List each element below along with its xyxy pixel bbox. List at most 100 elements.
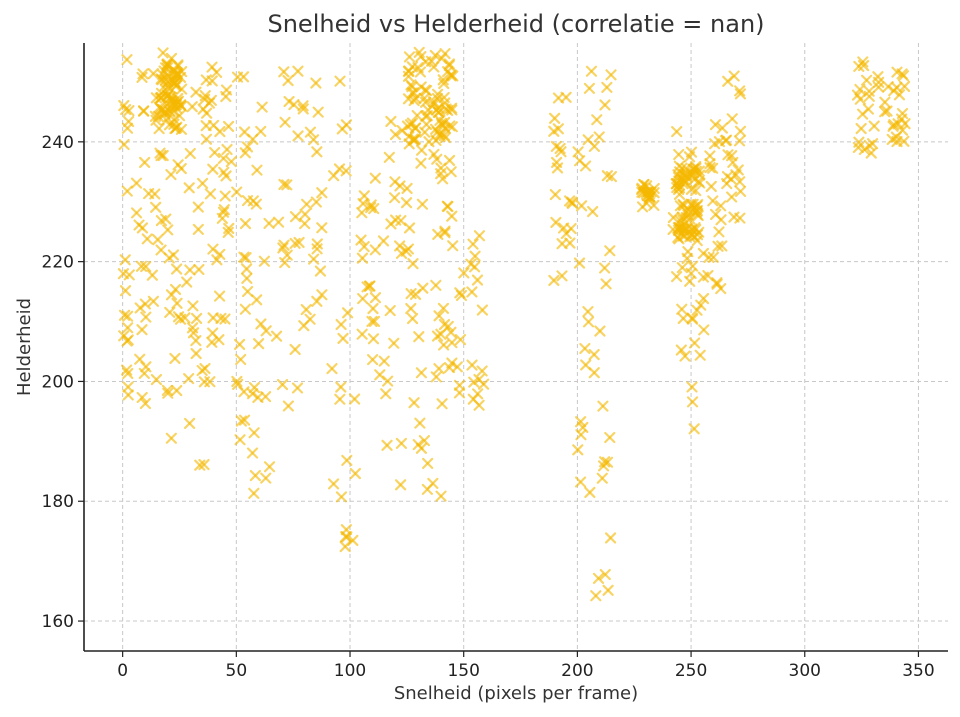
- data-point: [405, 302, 417, 315]
- x-tick-label: 250: [675, 661, 707, 681]
- data-point: [171, 384, 183, 397]
- data-point: [734, 125, 747, 137]
- data-point: [249, 469, 261, 482]
- data-point: [549, 188, 561, 201]
- data-point: [423, 136, 435, 148]
- data-point: [186, 101, 198, 113]
- data-point: [721, 170, 734, 183]
- data-point: [594, 325, 606, 337]
- data-point: [308, 253, 320, 265]
- data-point: [406, 312, 419, 325]
- data-point: [140, 311, 152, 323]
- data-point: [854, 93, 866, 105]
- data-point: [130, 177, 143, 189]
- data-point: [428, 61, 440, 73]
- data-point: [409, 133, 421, 145]
- data-point: [411, 109, 423, 122]
- data-point: [446, 121, 458, 133]
- data-point: [122, 115, 135, 128]
- data-point: [588, 348, 600, 361]
- x-axis-label: Snelheid (pixels per frame): [394, 683, 638, 704]
- data-point: [408, 397, 420, 409]
- data-point: [395, 479, 407, 491]
- data-point: [439, 227, 451, 239]
- data-point: [579, 342, 591, 355]
- data-point: [455, 289, 468, 302]
- data-point: [401, 182, 413, 195]
- data-point: [118, 138, 130, 151]
- data-point: [369, 292, 382, 304]
- x-tick-label: 300: [789, 661, 821, 681]
- data-point: [216, 212, 228, 225]
- data-point: [437, 74, 449, 86]
- data-point: [239, 147, 251, 159]
- data-point: [602, 584, 614, 596]
- data-point: [435, 490, 447, 502]
- data-point: [415, 157, 427, 169]
- data-point: [146, 269, 158, 281]
- data-point: [209, 146, 221, 159]
- data-point: [872, 71, 884, 83]
- data-point: [137, 68, 149, 80]
- data-point: [476, 304, 488, 316]
- data-point: [705, 180, 717, 193]
- data-point: [231, 375, 243, 388]
- y-tick-label: 200: [42, 372, 74, 392]
- grid-lines: [84, 43, 948, 651]
- data-point: [685, 228, 698, 241]
- data-point: [270, 330, 283, 342]
- data-point: [219, 190, 231, 202]
- data-point: [601, 170, 613, 182]
- data-point: [599, 568, 611, 581]
- data-point: [406, 61, 418, 73]
- data-point: [250, 198, 262, 210]
- data-point: [854, 83, 866, 96]
- data-point: [583, 82, 596, 95]
- data-point: [473, 230, 486, 242]
- data-point: [680, 211, 692, 224]
- y-tick-label: 180: [42, 492, 74, 512]
- data-point: [334, 75, 346, 87]
- data-point: [136, 324, 148, 336]
- data-point: [191, 312, 203, 325]
- data-point: [241, 263, 253, 275]
- data-point: [414, 417, 426, 429]
- data-point: [122, 389, 134, 401]
- data-point: [605, 69, 617, 81]
- data-point: [192, 223, 204, 235]
- data-point: [168, 118, 180, 130]
- data-point: [138, 367, 150, 379]
- y-tick-label: 160: [42, 612, 74, 632]
- data-point: [691, 206, 703, 218]
- data-point: [648, 199, 660, 211]
- data-point: [355, 234, 367, 246]
- data-point: [288, 98, 300, 111]
- data-point: [279, 116, 291, 128]
- data-point: [169, 352, 181, 365]
- data-point: [299, 208, 311, 220]
- data-point: [445, 166, 457, 178]
- data-point: [879, 106, 891, 118]
- data-point: [582, 316, 595, 328]
- data-point: [184, 264, 196, 276]
- data-point: [155, 149, 167, 162]
- data-point: [378, 355, 390, 367]
- data-point: [299, 218, 311, 230]
- data-point: [685, 267, 697, 279]
- data-point: [200, 133, 213, 145]
- data-point: [408, 94, 420, 107]
- data-point: [898, 135, 910, 147]
- data-point: [440, 103, 452, 115]
- data-point: [604, 532, 617, 544]
- data-point: [407, 133, 419, 145]
- data-point: [139, 156, 151, 169]
- data-point: [170, 80, 182, 92]
- data-point: [713, 226, 725, 238]
- data-point: [214, 125, 226, 138]
- data-point: [861, 74, 873, 86]
- data-point: [292, 130, 304, 142]
- data-point: [575, 200, 588, 212]
- data-point: [335, 318, 347, 331]
- data-point: [289, 211, 302, 223]
